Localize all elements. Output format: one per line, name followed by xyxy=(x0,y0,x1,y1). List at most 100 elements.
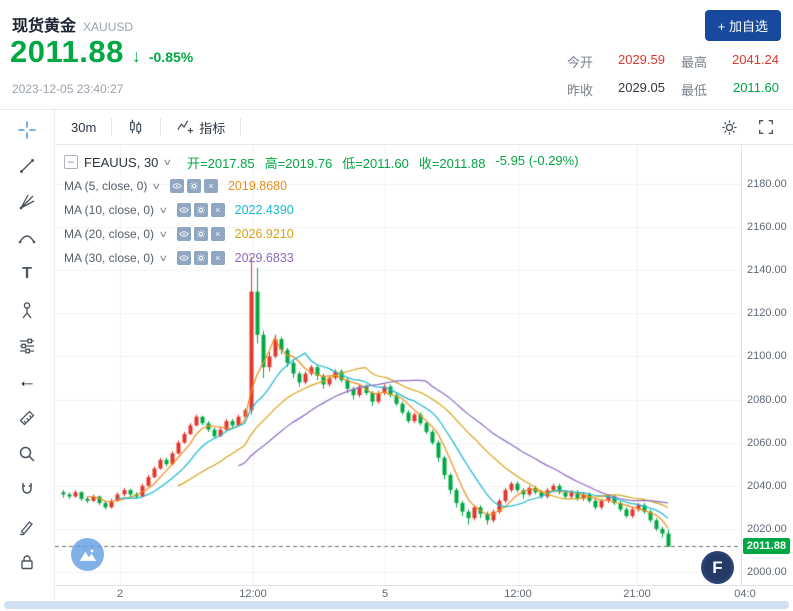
back-arrow-tool[interactable]: ← xyxy=(17,371,37,392)
divider xyxy=(240,118,242,136)
ma-legend-row: MA (10, close, 0) ∨ × 2022.4390 xyxy=(64,198,579,222)
symbol-row: 现货黄金 XAUUSD xyxy=(12,12,133,36)
eye-icon[interactable] xyxy=(176,251,191,265)
eye-icon[interactable] xyxy=(169,179,184,193)
ruler-tool[interactable] xyxy=(0,400,55,436)
price-change: -5.95 (-0.29%) xyxy=(495,152,579,168)
snapshot-button[interactable] xyxy=(71,538,104,571)
gear-icon[interactable] xyxy=(193,251,208,265)
series-name[interactable]: FEAUUS, 30 xyxy=(84,154,159,170)
ma-value: 2019.8680 xyxy=(227,179,288,193)
forecast-tool[interactable] xyxy=(0,328,55,364)
divider xyxy=(160,118,162,136)
y-axis-label: 2140.00 xyxy=(747,264,787,277)
stat-value: 2041.24 xyxy=(732,52,779,67)
x-axis-label: 5 xyxy=(381,588,389,600)
y-axis-label: 2000.00 xyxy=(747,566,787,579)
stat-value: 2011.60 xyxy=(732,80,779,95)
change-percent: -0.85% xyxy=(148,49,194,65)
eye-icon[interactable] xyxy=(176,227,191,241)
time-axis[interactable]: 2 12:00 5 12:00 21:00 04:0 xyxy=(55,585,793,601)
down-arrow-icon: ↓ xyxy=(131,46,141,66)
x-axis-label: 04:0 xyxy=(734,588,756,600)
ohlc-values: 开=2017.85 高=2019.76 低=2011.60 收=2011.88 … xyxy=(187,153,579,172)
stat-value: 2029.05 xyxy=(617,80,665,95)
indicator-button[interactable]: 指标 xyxy=(176,118,225,137)
stat-label: 昨收 xyxy=(566,83,593,98)
ohlc-open: 开=2017.85 xyxy=(187,155,255,171)
close-icon[interactable]: × xyxy=(203,179,218,193)
mountains-icon xyxy=(79,549,96,561)
trendline-tool[interactable] xyxy=(0,148,55,184)
collapse-legend-button[interactable]: – xyxy=(64,155,78,169)
indicator-icon xyxy=(177,120,194,134)
x-axis-label: 12:00 xyxy=(239,588,267,600)
x-axis-label: 21:00 xyxy=(623,588,651,600)
x-axis-label: 12:00 xyxy=(504,588,532,600)
ma-legend-row: MA (5, close, 0) ∨ × 2019.8680 xyxy=(64,174,579,198)
series-legend-row: – FEAUUS, 30 ∨ 开=2017.85 高=2019.76 低=201… xyxy=(64,150,579,174)
current-price-badge: 2011.88 xyxy=(743,538,790,555)
ma-buttons: × xyxy=(176,251,225,265)
ohlc-close: 收=2011.88 xyxy=(418,155,486,171)
candlestick-chart[interactable] xyxy=(55,145,741,585)
stat-label: 今开 xyxy=(566,55,593,70)
drawing-tools-sidebar: T ← xyxy=(0,110,55,600)
indicator-label: 指标 xyxy=(199,120,226,136)
fullscreen-icon[interactable] xyxy=(757,118,775,136)
current-price: 2011.88 xyxy=(10,34,124,69)
symbol-code: XAUUSD xyxy=(83,20,134,34)
chart-legend: – FEAUUS, 30 ∨ 开=2017.85 高=2019.76 低=201… xyxy=(64,150,579,270)
toolbar-right xyxy=(720,118,777,137)
zoom-tool[interactable] xyxy=(0,436,55,472)
chart-plot-area[interactable]: – FEAUUS, 30 ∨ 开=2017.85 高=2019.76 低=201… xyxy=(55,145,741,585)
brush-tool[interactable] xyxy=(0,508,55,544)
y-axis-label: 2060.00 xyxy=(747,436,787,449)
eye-icon[interactable] xyxy=(176,203,191,217)
timeframe-selector[interactable]: 30m xyxy=(71,119,97,135)
close-icon[interactable]: × xyxy=(210,251,225,265)
ma-legend-row: MA (30, close, 0) ∨ × 2029.6833 xyxy=(64,246,579,270)
add-watchlist-button[interactable]: + 加自选 xyxy=(704,10,781,41)
chevron-down-icon[interactable]: ∨ xyxy=(158,204,169,215)
curve-tool[interactable] xyxy=(0,220,55,256)
pattern-tool[interactable] xyxy=(0,292,55,328)
chevron-down-icon[interactable]: ∨ xyxy=(151,180,162,191)
minus-icon: – xyxy=(67,155,75,168)
y-axis-label: 2020.00 xyxy=(747,522,787,535)
chart-scrollbar[interactable] xyxy=(4,601,789,609)
y-axis-label: 2080.00 xyxy=(747,393,787,406)
symbol-name: 现货黄金 xyxy=(12,18,77,35)
gear-icon[interactable] xyxy=(186,179,201,193)
close-icon[interactable]: × xyxy=(210,203,225,217)
ma-buttons: × xyxy=(176,227,225,241)
chevron-down-icon[interactable]: ∨ xyxy=(158,252,169,263)
stats-grid: 今开 2029.59 最高 2041.24 昨收 2029.05 最低 2011.60 xyxy=(567,52,779,99)
price-row: 2011.88 ↓ -0.85% xyxy=(10,34,193,70)
chevron-down-icon[interactable]: ∨ xyxy=(162,156,173,167)
candle-style-button[interactable] xyxy=(127,118,145,136)
settings-gear-icon[interactable] xyxy=(720,118,739,137)
chart-toolbar: 30m 指标 xyxy=(55,110,793,145)
price-axis[interactable]: 2011.88 2180.00 2160.00 2140.00 2120.00 2100… xyxy=(741,145,793,585)
magnet-tool[interactable] xyxy=(0,472,55,508)
lock-tool[interactable] xyxy=(0,544,55,580)
gear-icon[interactable] xyxy=(193,227,208,241)
close-icon[interactable]: × xyxy=(210,227,225,241)
ma-label: MA (30, close, 0) xyxy=(64,251,155,265)
crosshair-tool[interactable] xyxy=(0,112,55,148)
y-axis-label: 2160.00 xyxy=(747,220,787,233)
chevron-down-icon[interactable]: ∨ xyxy=(158,228,169,239)
timestamp: 2023-12-05 23:40:27 xyxy=(12,82,124,96)
stat-label: 最低 xyxy=(680,83,707,98)
fan-lines-tool[interactable] xyxy=(0,184,55,220)
header: 现货黄金 XAUUSD 2011.88 ↓ -0.85% 2023-12-05 … xyxy=(0,0,793,110)
ma-label: MA (5, close, 0) xyxy=(64,179,148,193)
ma-buttons: × xyxy=(176,203,225,217)
stat-value: 2029.59 xyxy=(617,52,665,67)
text-tool[interactable]: T xyxy=(22,265,32,282)
ma-value: 2026.9210 xyxy=(234,227,294,241)
gear-icon[interactable] xyxy=(193,203,208,217)
stat-label: 最高 xyxy=(680,55,707,70)
